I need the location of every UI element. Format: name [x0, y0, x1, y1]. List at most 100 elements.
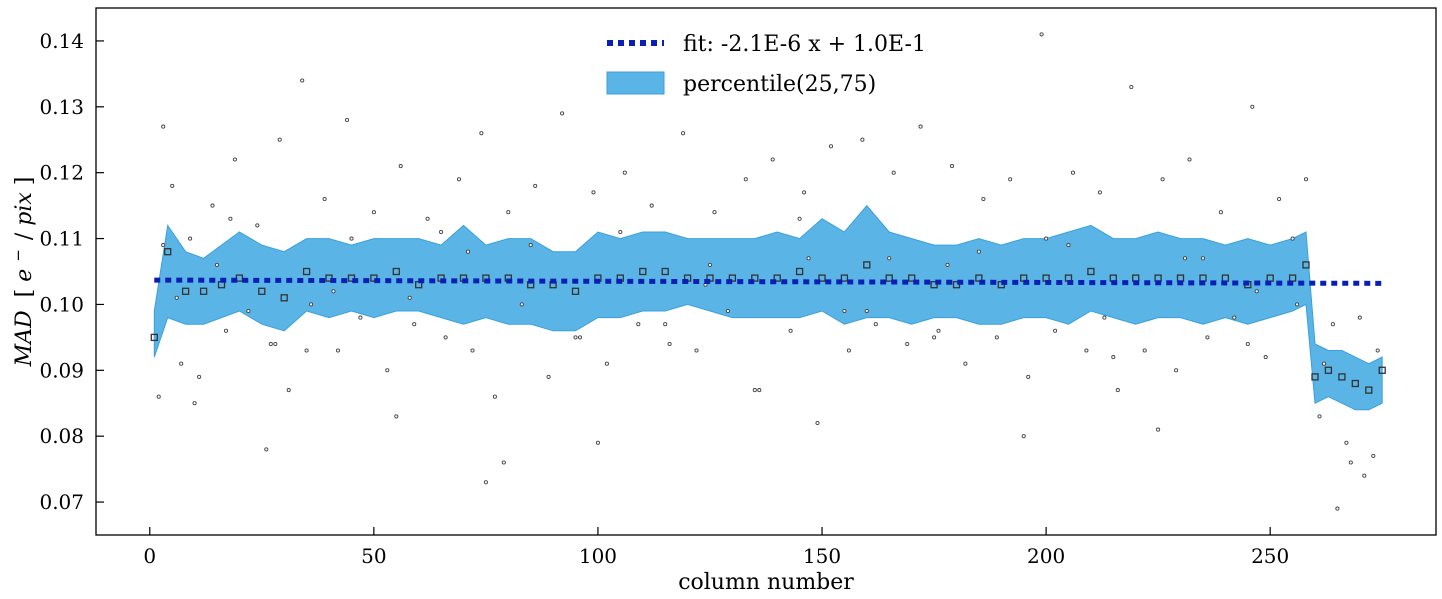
scatter-point — [905, 341, 910, 347]
scatter-point — [932, 335, 937, 340]
scatter-point — [573, 335, 578, 340]
scatter-point — [891, 170, 896, 175]
scatter-point — [770, 157, 775, 162]
median-marker — [1365, 386, 1373, 394]
scatter-point — [1375, 348, 1380, 353]
fit-line-layer — [154, 277, 1383, 286]
scatter-point — [197, 374, 202, 379]
median-marker — [280, 294, 288, 302]
y-tick-label: 0.07 — [39, 490, 84, 514]
scatter-point — [264, 447, 269, 452]
scatter-point — [1317, 414, 1322, 419]
scatter-point — [1142, 348, 1147, 353]
scatter-point — [1205, 335, 1210, 340]
median-marker — [728, 274, 737, 282]
scatter-point — [273, 341, 278, 347]
scatter-point — [268, 341, 273, 347]
scatter-point — [846, 348, 851, 353]
y-tick-label: 0.13 — [39, 95, 84, 119]
scatter-point — [385, 368, 390, 373]
scatter-point — [492, 394, 497, 399]
scatter-point — [228, 216, 233, 221]
scatter-point — [170, 183, 175, 188]
y-tick-label: 0.11 — [39, 227, 84, 251]
scatter-point — [335, 348, 341, 353]
x-tick-label: 100 — [579, 544, 617, 568]
scatter-point — [174, 295, 179, 300]
scatter-point — [918, 124, 923, 129]
y-axis-title-main: MAD — [12, 310, 37, 367]
fit-line — [154, 277, 1383, 286]
scatter-point — [1335, 506, 1340, 511]
scatter-point — [528, 243, 533, 248]
scatter-point — [214, 262, 220, 267]
scatter-point — [394, 414, 399, 419]
x-tick-label: 0 — [143, 544, 156, 568]
percentile-band — [153, 204, 1383, 411]
scatter-point — [161, 243, 166, 248]
scatter-point — [963, 361, 968, 366]
scatter-point — [470, 348, 475, 353]
scatter-point — [945, 262, 950, 267]
scatter-point — [1295, 302, 1300, 307]
scatter-point — [694, 348, 699, 353]
y-tick-label: 0.12 — [39, 161, 84, 185]
scatter-point — [681, 131, 686, 136]
median-marker — [1351, 379, 1359, 388]
scatter-point — [815, 420, 820, 426]
scatter-point — [1070, 170, 1076, 175]
scatter-point — [349, 236, 354, 241]
median-marker — [908, 274, 916, 282]
median-marker — [1324, 366, 1333, 374]
scatter-point — [618, 229, 623, 235]
x-tick-label: 150 — [803, 544, 841, 568]
median-marker — [975, 274, 983, 282]
scatter-point — [1290, 236, 1295, 241]
scatter-point — [439, 229, 444, 235]
scatter-point — [604, 361, 609, 366]
scatter-point — [1348, 460, 1353, 465]
scatter-point — [649, 203, 654, 208]
y-axis-ticks: 0.07 0.08 0.09 0.10 0.11 0.12 0.13 0.14 — [39, 29, 104, 514]
scatter-point — [1066, 243, 1071, 248]
scatter-point — [560, 111, 565, 116]
scatter-point — [636, 322, 641, 327]
scatter-point — [322, 196, 327, 202]
scatter-point — [743, 177, 748, 182]
x-axis-ticks: 0 50 100 150 200 250 — [143, 527, 1289, 568]
y-tick-label: 0.10 — [39, 292, 84, 316]
scatter-point — [1321, 361, 1327, 366]
scatter-point — [802, 190, 807, 195]
scatter-point — [663, 322, 668, 327]
scatter-point — [479, 131, 484, 136]
scatter-point — [712, 210, 717, 215]
scatter-point — [797, 216, 802, 221]
scatter-point — [806, 256, 811, 261]
scatter-point — [1254, 289, 1259, 294]
scatter-point — [591, 190, 596, 195]
y-axis-title-slash: / — [12, 232, 37, 240]
scatter-point — [860, 137, 865, 142]
scatter-point — [156, 394, 161, 399]
scatter-point — [425, 216, 430, 221]
y-axis-title: MAD [ e − / pix ] — [4, 177, 37, 368]
scatter-point — [577, 335, 583, 340]
scatter-point — [398, 164, 403, 169]
median-marker — [1338, 373, 1346, 381]
y-axis-title-superscript: − — [9, 249, 27, 262]
scatter-point — [1232, 315, 1237, 320]
scatter-point — [1053, 328, 1058, 333]
median-marker — [199, 287, 208, 295]
scatter-point — [1330, 322, 1335, 327]
scatter-point — [412, 322, 417, 327]
scatter-point — [192, 401, 197, 406]
percentile-band-layer — [153, 204, 1383, 411]
median-marker — [258, 287, 266, 295]
scatter-point — [506, 210, 511, 215]
y-tick-label: 0.14 — [39, 29, 84, 53]
scatter-point — [725, 308, 730, 314]
scatter-point — [864, 308, 869, 314]
scatter-point — [358, 315, 363, 320]
scatter-point — [828, 144, 834, 149]
